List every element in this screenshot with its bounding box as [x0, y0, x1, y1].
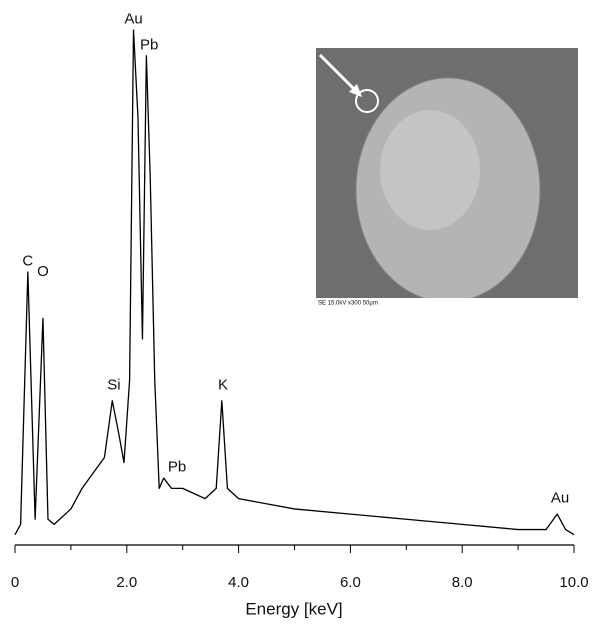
x-tick-label: 6.0	[340, 574, 361, 591]
x-tick-label: 8.0	[452, 574, 473, 591]
inset-circle	[355, 89, 379, 113]
inset-arrow	[318, 53, 359, 94]
x-axis-label: Energy [keV]	[245, 599, 342, 618]
inset-caption-bar	[316, 298, 578, 307]
peak-label: Pb	[168, 459, 186, 476]
inset-caption: SE 15.0kV x300 50µm	[318, 301, 378, 307]
sem-inset: SE 15.0kV x300 50µm	[316, 48, 578, 307]
x-tick-label: 10.0	[559, 574, 588, 591]
spectrum-line	[14, 29, 575, 536]
peak-label: C	[22, 253, 33, 270]
x-tick-label: 0	[11, 574, 19, 591]
peak-label: Pb	[140, 36, 158, 53]
peak-label: Au	[124, 11, 142, 28]
x-tick-label: 4.0	[228, 574, 249, 591]
x-tick-label: 2.0	[116, 574, 137, 591]
peak-label: Au	[551, 490, 569, 507]
peak-label: Si	[107, 376, 120, 393]
peak-label: O	[37, 263, 49, 280]
peak-label: K	[218, 376, 228, 393]
inset-highlight	[380, 110, 480, 230]
